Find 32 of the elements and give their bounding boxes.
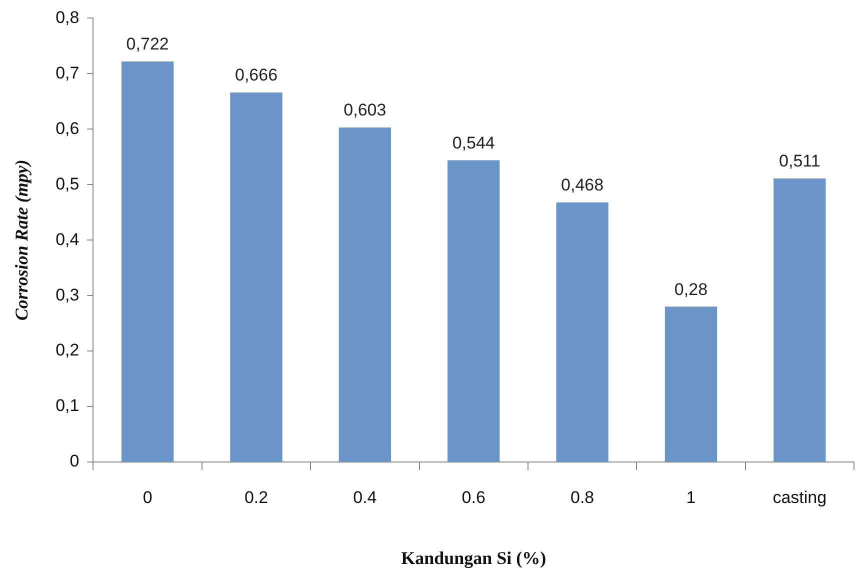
bar <box>230 92 282 462</box>
data-label: 0,28 <box>674 280 708 299</box>
data-label: 0,666 <box>234 66 278 85</box>
data-label: 0,511 <box>779 152 820 171</box>
y-tick-label: 0 <box>70 452 80 471</box>
y-tick-label: 0,2 <box>56 340 80 360</box>
y-tick-label: 0,5 <box>56 174 80 194</box>
data-label: 0,722 <box>126 34 169 54</box>
bar <box>121 61 174 462</box>
x-tick-label: casting <box>772 488 827 507</box>
x-tick-label: 0 <box>142 488 152 507</box>
bar <box>774 178 826 462</box>
x-tick-label: 0.2 <box>244 488 268 507</box>
y-axis-title: Corrosion Rate (mpy) <box>11 160 32 321</box>
bar <box>556 202 608 462</box>
bar <box>448 160 500 462</box>
x-tick-label: 0.8 <box>570 488 594 507</box>
data-label: 0,544 <box>452 133 495 152</box>
y-tick-label: 0,7 <box>56 63 80 82</box>
x-axis-title: Kandungan Si (%) <box>401 548 546 568</box>
y-tick-label: 0,3 <box>56 285 80 304</box>
data-label: 0,603 <box>344 100 386 120</box>
x-tick-label: 0.4 <box>353 488 377 507</box>
bar <box>338 127 392 462</box>
bar <box>664 306 718 462</box>
data-label: 0,468 <box>561 176 604 195</box>
x-tick-label: 0.6 <box>462 488 486 507</box>
y-tick-label: 0,6 <box>56 118 80 138</box>
y-tick-label: 0,4 <box>56 230 80 249</box>
x-tick-label: 1 <box>686 488 696 507</box>
y-tick-label: 0,1 <box>56 396 80 416</box>
y-tick-label: 0,8 <box>56 8 80 27</box>
